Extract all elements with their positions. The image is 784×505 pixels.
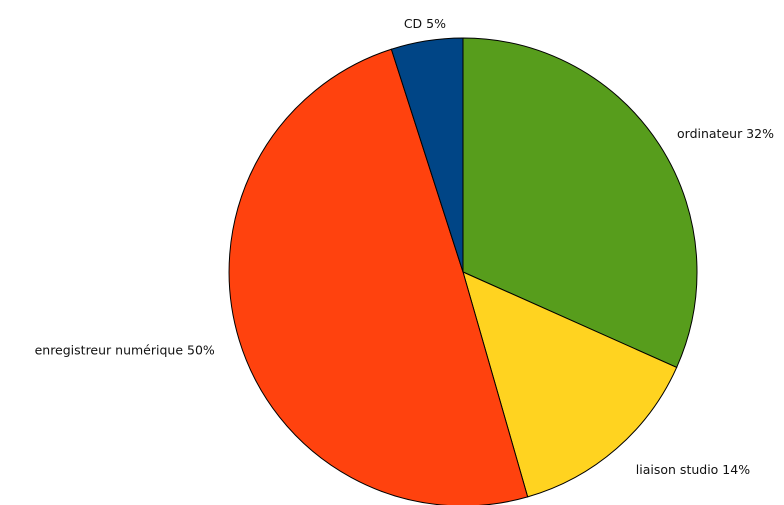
- pie-slices: [228, 37, 698, 505]
- pie-slice-ordinateur: [462, 37, 698, 369]
- pie-label-ordinateur: ordinateur 32%: [677, 126, 774, 141]
- pie-label-enregistreur-num-rique: enregistreur numérique 50%: [35, 343, 215, 358]
- pie-slice-enregistreur-num-rique: [228, 48, 529, 505]
- pie-slice-cd: [390, 37, 464, 273]
- pie-label-cd: CD 5%: [404, 16, 446, 31]
- pie-slice-liaison-studio: [462, 271, 678, 498]
- pie-label-liaison-studio: liaison studio 14%: [636, 462, 750, 477]
- pie-labels: ordinateur 32% liaison studio 14% enregist…: [35, 16, 775, 477]
